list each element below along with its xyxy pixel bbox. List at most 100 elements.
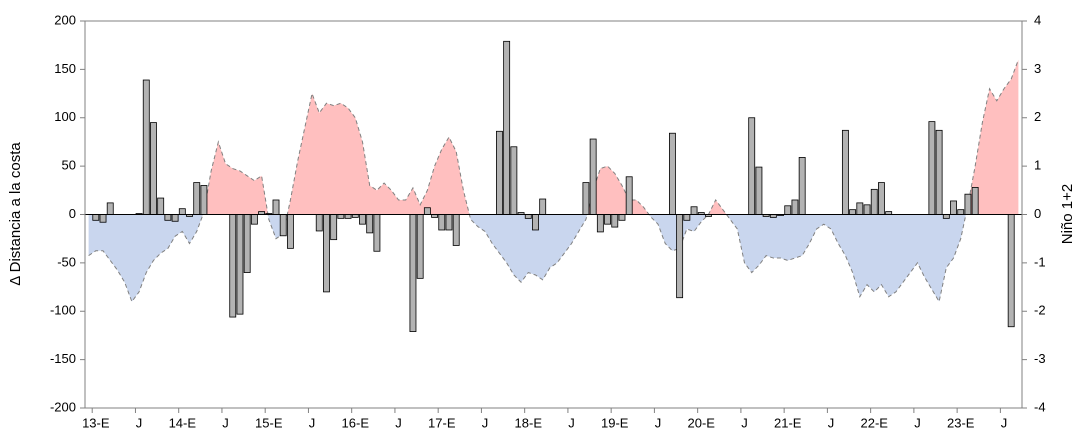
bar: [344, 214, 352, 219]
bar: [690, 206, 698, 215]
x-tick-label: J: [136, 415, 143, 430]
bar: [856, 202, 864, 215]
bar: [279, 214, 287, 237]
bar: [171, 214, 179, 222]
bar: [510, 146, 518, 215]
x-tick-label: 21-E: [774, 415, 802, 430]
x-tick-label: 23-E: [947, 415, 975, 430]
x-tick-label: 20-E: [688, 415, 716, 430]
bar: [676, 214, 684, 299]
bar: [409, 214, 417, 332]
bar: [106, 202, 114, 215]
y-tick-label: 200: [54, 12, 76, 27]
x-tick-label: J: [828, 415, 835, 430]
y-tick-label: -200: [50, 399, 76, 414]
bar: [452, 214, 460, 246]
bar: [863, 204, 871, 215]
bar: [445, 214, 453, 231]
x-tick-label: 15-E: [255, 415, 283, 430]
bar: [849, 209, 857, 215]
bar: [1007, 214, 1015, 328]
bar: [92, 214, 100, 221]
bar: [150, 122, 157, 215]
bar: [496, 130, 503, 215]
bar: [200, 185, 208, 215]
bar: [315, 214, 323, 232]
bar: [99, 214, 107, 223]
bar: [229, 214, 237, 318]
x-tick-label: J: [655, 415, 662, 430]
bar: [373, 214, 381, 252]
bar: [878, 182, 885, 215]
bar: [928, 121, 936, 215]
bar: [683, 214, 691, 221]
x-tick-label: J: [914, 415, 921, 430]
bar: [611, 214, 619, 228]
bar: [532, 214, 539, 231]
bar: [330, 214, 338, 241]
bar: [359, 214, 366, 225]
bar: [870, 188, 878, 215]
bar: [589, 138, 597, 215]
bar: [841, 129, 849, 215]
x-tick-label: 19-E: [601, 415, 629, 430]
bar: [798, 157, 806, 215]
x-tick-label: J: [482, 415, 489, 430]
bar: [618, 214, 626, 221]
area-positive: [88, 59, 1019, 215]
y2-tick-label: -4: [1034, 399, 1046, 414]
bar: [748, 117, 756, 215]
y-tick-label: 150: [54, 61, 76, 76]
y-tick-label: -50: [57, 254, 76, 269]
bar: [784, 205, 792, 215]
bar: [337, 214, 345, 219]
y2-tick-label: 1: [1034, 158, 1041, 173]
y-axis-title: Δ Distancia a la costa: [7, 142, 24, 286]
bar: [243, 214, 251, 273]
bar: [964, 193, 972, 215]
x-tick-label: 17-E: [428, 415, 456, 430]
bar: [582, 182, 590, 215]
y2-tick-label: 3: [1034, 61, 1041, 76]
bar: [503, 40, 511, 215]
bar: [416, 214, 424, 279]
bar: [942, 214, 950, 219]
bar: [423, 207, 431, 215]
bar: [791, 199, 799, 215]
bar: [323, 214, 330, 293]
y2-tick-label: -2: [1034, 303, 1046, 318]
x-tick-label: J: [222, 415, 229, 430]
area-negative: [88, 214, 1019, 302]
bar: [950, 200, 957, 215]
bar: [157, 197, 165, 215]
area-line: [88, 59, 1019, 303]
bar: [236, 214, 244, 315]
x-tick-label: 13-E: [82, 415, 110, 430]
x-tick-label: 16-E: [342, 415, 370, 430]
bar: [272, 199, 280, 215]
bar: [164, 214, 172, 221]
bar: [539, 198, 547, 215]
x-tick-label: 22-E: [861, 415, 889, 430]
bar: [193, 182, 201, 215]
x-tick-label: 14-E: [169, 415, 197, 430]
bar: [935, 129, 943, 215]
y-tick-label: 100: [54, 109, 76, 124]
x-tick-label: J: [309, 415, 316, 430]
bar: [438, 214, 446, 231]
y2-tick-label: -1: [1034, 254, 1046, 269]
bar: [286, 214, 294, 249]
bar: [366, 214, 374, 234]
bar: [250, 214, 258, 225]
y-tick-label: -150: [50, 351, 76, 366]
bar: [178, 208, 186, 215]
bar: [142, 79, 150, 215]
y2-tick-label: -3: [1034, 351, 1046, 366]
y2-tick-label: 4: [1034, 12, 1041, 27]
x-tick-label: J: [395, 415, 402, 430]
bar: [596, 214, 604, 233]
y-tick-label: -100: [50, 303, 76, 318]
bar: [755, 166, 763, 215]
bar: [668, 132, 676, 215]
